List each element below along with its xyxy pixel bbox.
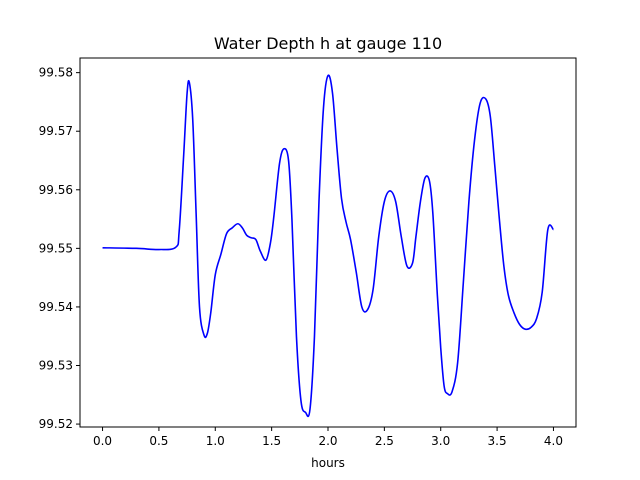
y-tick-label: 99.56 xyxy=(39,183,73,197)
y-tick-label: 99.55 xyxy=(39,241,73,255)
x-tick-label: 3.0 xyxy=(431,434,450,448)
x-tick-label: 4.0 xyxy=(544,434,563,448)
x-axis-label: hours xyxy=(311,456,345,470)
x-tick-label: 1.0 xyxy=(206,434,225,448)
x-tick-label: 3.5 xyxy=(488,434,507,448)
y-tick-label: 99.53 xyxy=(39,359,73,373)
y-tick-label: 99.57 xyxy=(39,124,73,138)
chart-title: Water Depth h at gauge 110 xyxy=(214,34,442,53)
x-tick-label: 2.5 xyxy=(375,434,394,448)
y-axis: 99.52 99.53 99.54 99.55 99.56 99.57 99.58 xyxy=(39,66,80,431)
plot-area xyxy=(79,57,577,428)
y-tick-label: 99.52 xyxy=(39,417,73,431)
x-tick-label: 0.0 xyxy=(93,434,112,448)
x-tick-label: 1.5 xyxy=(262,434,281,448)
y-tick-label: 99.54 xyxy=(39,300,73,314)
y-tick-label: 99.58 xyxy=(39,66,73,80)
x-tick-label: 0.5 xyxy=(149,434,168,448)
x-tick-label: 2.0 xyxy=(318,434,337,448)
x-axis: 0.0 0.5 1.0 1.5 2.0 2.5 3.0 3.5 4.0 xyxy=(93,427,563,448)
series-line xyxy=(102,74,555,418)
